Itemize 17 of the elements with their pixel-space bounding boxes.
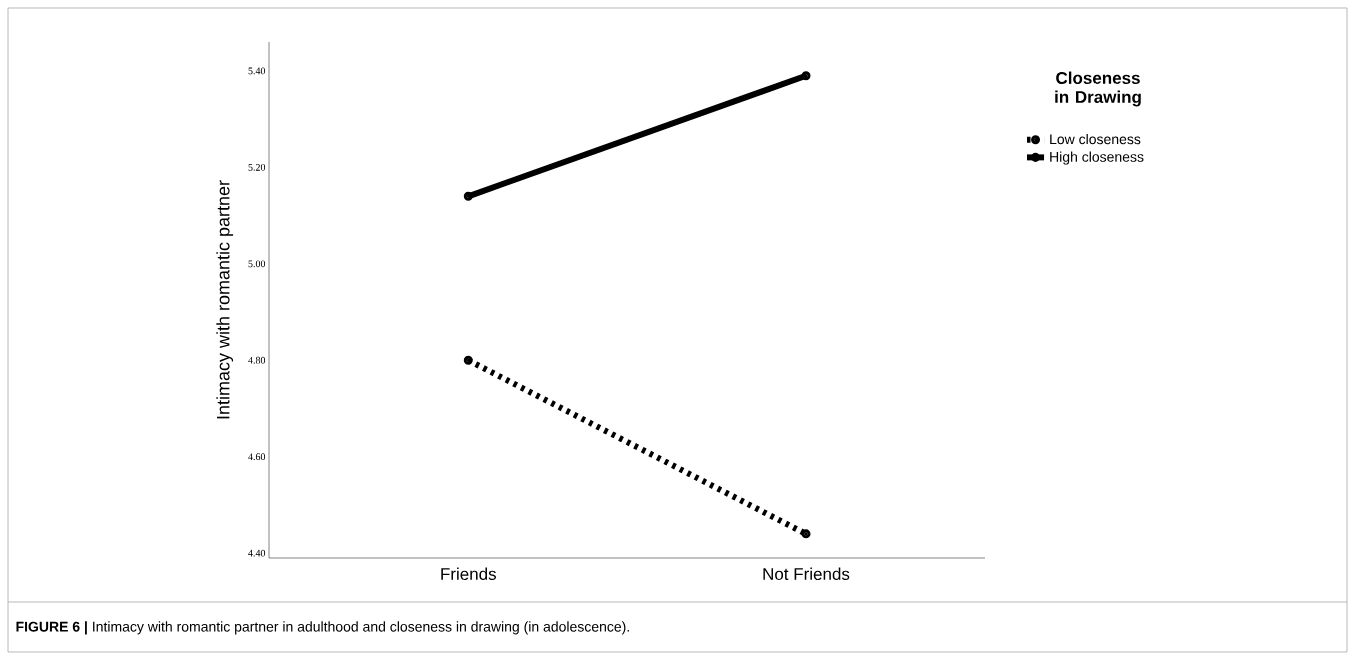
point [801, 71, 811, 81]
y-tick-label: 5.00 [248, 260, 266, 268]
y-axis-title: Intimacy with romantic partner [216, 180, 234, 419]
y-tick-label: 5.40 [248, 67, 266, 75]
point [463, 191, 473, 201]
x-tick-label: Friends [441, 567, 496, 581]
legend-label: High closeness [1050, 151, 1144, 165]
legend-label: Low closeness [1050, 133, 1141, 145]
point [801, 529, 811, 539]
y-tick-label: 4.40 [248, 549, 266, 557]
point [463, 355, 473, 365]
y-tick-label: 4.80 [248, 356, 266, 364]
legend-title: Closeness in Drawing [1055, 71, 1141, 107]
y-tick-label: 5.20 [248, 163, 266, 171]
text: FIGURE 6 | Intimacy with romantic partner in adulthood and closeness in drawing (in adolescence). [16, 621, 629, 635]
y-tick-label: 4.60 [248, 453, 266, 461]
x-tick-label: Not Friends [763, 567, 850, 581]
